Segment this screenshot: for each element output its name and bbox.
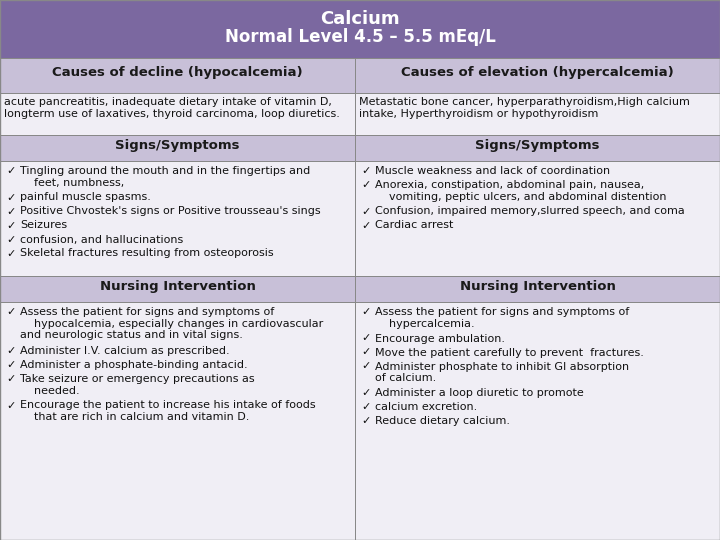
Text: Signs/Symptoms: Signs/Symptoms	[475, 139, 600, 152]
Text: ✓: ✓	[6, 346, 15, 356]
Text: Tingling around the mouth and in the fingertips and
    feet, numbness,: Tingling around the mouth and in the fin…	[20, 166, 310, 187]
Bar	[0, 93, 355, 135]
Text: ✓: ✓	[361, 348, 370, 357]
Text: ✓: ✓	[6, 374, 15, 384]
Text: ✓: ✓	[6, 192, 15, 202]
Text: Skeletal fractures resulting from osteoporosis: Skeletal fractures resulting from osteop…	[20, 248, 274, 259]
Text: ✓: ✓	[6, 220, 15, 231]
Bar	[355, 302, 720, 540]
Text: confusion, and hallucinations: confusion, and hallucinations	[20, 234, 184, 245]
Text: ✓: ✓	[6, 401, 15, 410]
Text: ✓: ✓	[361, 206, 370, 217]
Text: Take seizure or emergency precautions as
    needed.: Take seizure or emergency precautions as…	[20, 374, 255, 396]
Text: ✓: ✓	[6, 166, 15, 176]
Text: Assess the patient for signs and symptoms of
    hypocalcemia, especially change: Assess the patient for signs and symptom…	[20, 307, 323, 340]
Text: Administer a loop diuretic to promote: Administer a loop diuretic to promote	[375, 388, 584, 398]
Text: ✓: ✓	[361, 220, 370, 231]
Text: ✓: ✓	[6, 234, 15, 245]
Text: Confusion, impaired memory,slurred speech, and coma: Confusion, impaired memory,slurred speec…	[375, 206, 685, 217]
Bar	[0, 0, 720, 58]
Text: Nursing Intervention: Nursing Intervention	[459, 280, 616, 293]
Text: Administer a phosphate-binding antacid.: Administer a phosphate-binding antacid.	[20, 360, 248, 370]
Text: ✓: ✓	[6, 248, 15, 259]
Text: Normal Level 4.5 – 5.5 mEq/L: Normal Level 4.5 – 5.5 mEq/L	[225, 28, 495, 46]
Text: Encourage the patient to increase his intake of foods
    that are rich in calci: Encourage the patient to increase his in…	[20, 401, 315, 422]
Text: ✓: ✓	[361, 307, 370, 317]
Text: Muscle weakness and lack of coordination: Muscle weakness and lack of coordination	[375, 166, 610, 176]
Text: Causes of decline (hypocalcemia): Causes of decline (hypocalcemia)	[52, 66, 303, 79]
Bar	[0, 58, 355, 93]
Text: Calcium: Calcium	[320, 10, 400, 28]
Text: ✓: ✓	[361, 166, 370, 176]
Text: Cardiac arrest: Cardiac arrest	[375, 220, 454, 231]
Text: Reduce dietary calcium.: Reduce dietary calcium.	[375, 416, 510, 426]
Bar	[355, 276, 720, 302]
Text: ✓: ✓	[6, 307, 15, 317]
Bar	[0, 276, 355, 302]
Text: Administer I.V. calcium as prescribed.: Administer I.V. calcium as prescribed.	[20, 346, 230, 356]
Bar	[0, 135, 355, 161]
Text: ✓: ✓	[361, 388, 370, 398]
Bar	[355, 93, 720, 135]
Text: painful muscle spasms.: painful muscle spasms.	[20, 192, 151, 202]
Text: ✓: ✓	[6, 360, 15, 370]
Text: ✓: ✓	[361, 416, 370, 426]
Text: Encourage ambulation.: Encourage ambulation.	[375, 334, 505, 343]
Text: ✓: ✓	[361, 334, 370, 343]
Text: Causes of elevation (hypercalcemia): Causes of elevation (hypercalcemia)	[401, 66, 674, 79]
Text: Administer phosphate to inhibit GI absorption
of calcium.: Administer phosphate to inhibit GI absor…	[375, 361, 629, 383]
Bar	[355, 161, 720, 276]
Text: Seizures: Seizures	[20, 220, 67, 231]
Text: Assess the patient for signs and symptoms of
    hypercalcemia.: Assess the patient for signs and symptom…	[375, 307, 629, 329]
Text: ✓: ✓	[6, 206, 15, 217]
Text: calcium excretion.: calcium excretion.	[375, 402, 477, 412]
Bar	[355, 58, 720, 93]
Text: Signs/Symptoms: Signs/Symptoms	[115, 139, 240, 152]
Text: Positive Chvostek's signs or Positive trousseau's sings: Positive Chvostek's signs or Positive tr…	[20, 206, 320, 217]
Text: ✓: ✓	[361, 361, 370, 372]
Text: acute pancreatitis, inadequate dietary intake of vitamin D,
longterm use of laxa: acute pancreatitis, inadequate dietary i…	[4, 97, 340, 119]
Bar	[0, 161, 355, 276]
Bar	[0, 302, 355, 540]
Bar	[355, 135, 720, 161]
Text: Nursing Intervention: Nursing Intervention	[99, 280, 256, 293]
Text: ✓: ✓	[361, 180, 370, 190]
Text: ✓: ✓	[361, 402, 370, 412]
Text: Metastatic bone cancer, hyperparathyroidism,High calcium
intake, Hyperthyroidism: Metastatic bone cancer, hyperparathyroid…	[359, 97, 690, 119]
Text: Anorexia, constipation, abdominal pain, nausea,
    vomiting, peptic ulcers, and: Anorexia, constipation, abdominal pain, …	[375, 180, 667, 201]
Text: Move the patient carefully to prevent  fractures.: Move the patient carefully to prevent fr…	[375, 348, 644, 357]
